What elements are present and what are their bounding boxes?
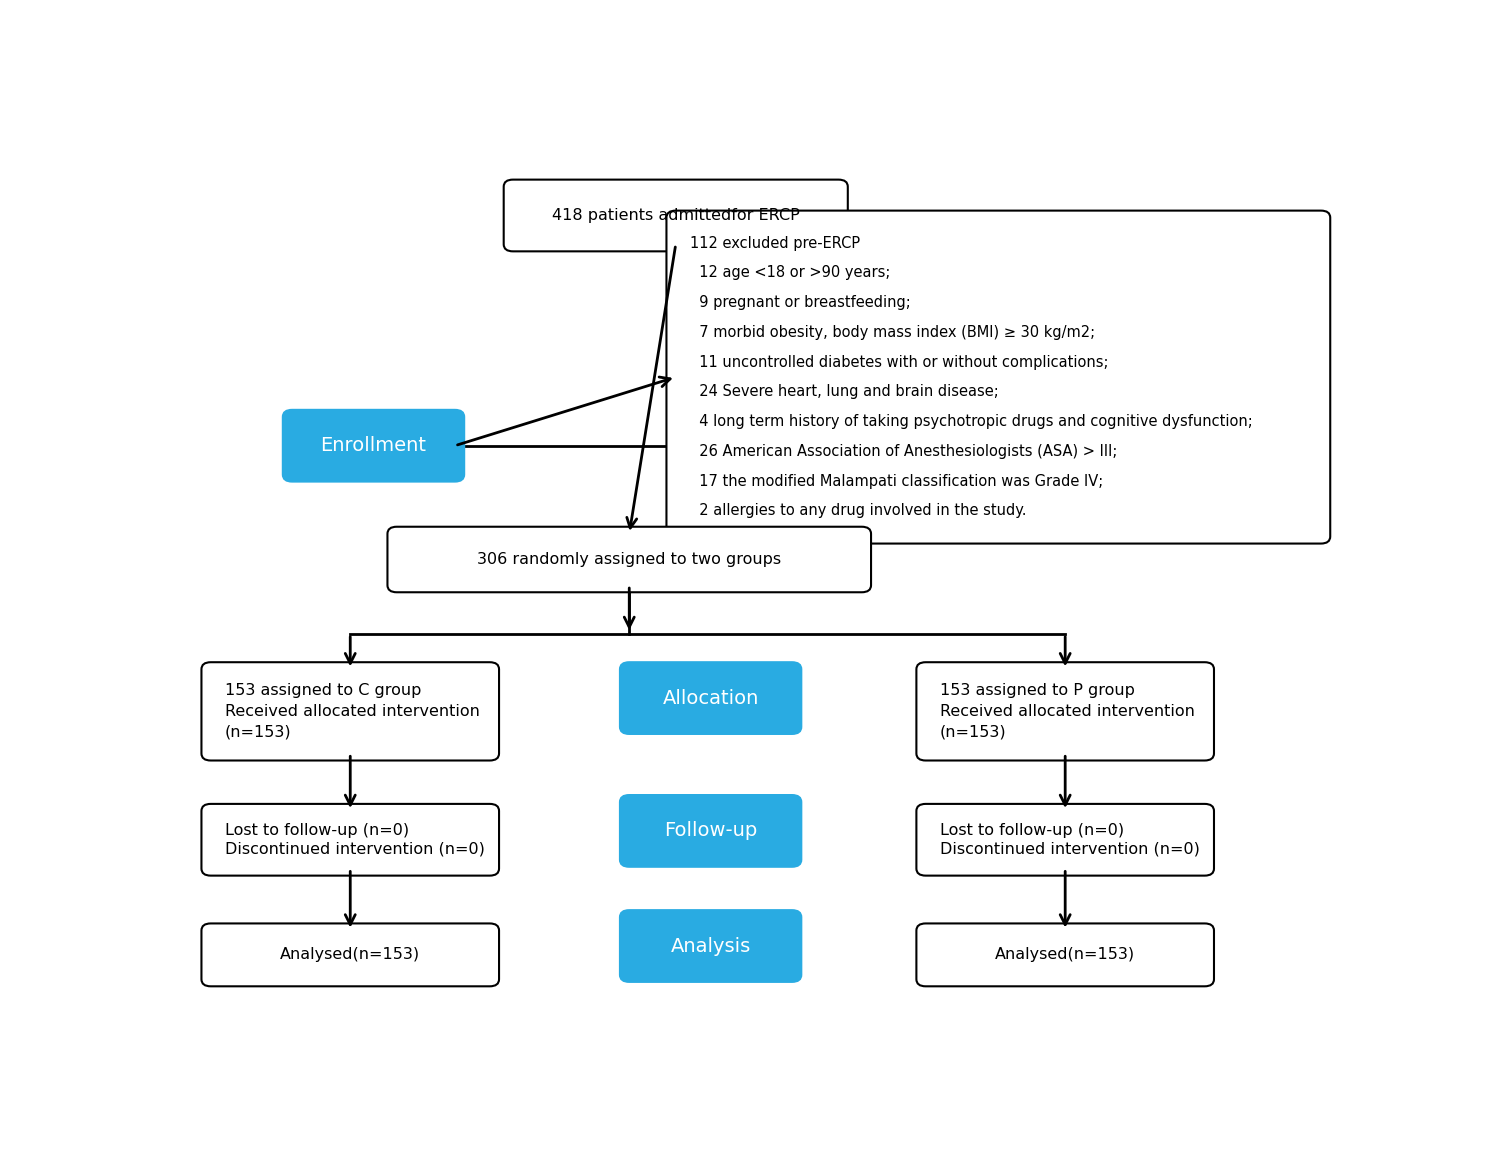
Text: 24 Severe heart, lung and brain disease;: 24 Severe heart, lung and brain disease; bbox=[690, 384, 999, 399]
Text: 11 uncontrolled diabetes with or without complications;: 11 uncontrolled diabetes with or without… bbox=[690, 354, 1108, 369]
FancyBboxPatch shape bbox=[201, 662, 500, 760]
Text: Discontinued intervention (n=0): Discontinued intervention (n=0) bbox=[225, 842, 484, 857]
Text: Received allocated intervention: Received allocated intervention bbox=[225, 704, 480, 719]
FancyBboxPatch shape bbox=[504, 179, 848, 252]
FancyBboxPatch shape bbox=[666, 210, 1330, 544]
FancyBboxPatch shape bbox=[916, 662, 1214, 760]
Text: Analysis: Analysis bbox=[670, 936, 750, 956]
Text: Lost to follow-up (n=0): Lost to follow-up (n=0) bbox=[939, 823, 1124, 838]
Text: Discontinued intervention (n=0): Discontinued intervention (n=0) bbox=[939, 842, 1200, 857]
Text: Received allocated intervention: Received allocated intervention bbox=[939, 704, 1194, 719]
Text: (n=153): (n=153) bbox=[939, 724, 1006, 739]
FancyBboxPatch shape bbox=[916, 804, 1214, 875]
FancyBboxPatch shape bbox=[284, 409, 464, 482]
Text: Analysed(n=153): Analysed(n=153) bbox=[994, 948, 1136, 963]
Text: 9 pregnant or breastfeeding;: 9 pregnant or breastfeeding; bbox=[690, 296, 910, 310]
Text: Lost to follow-up (n=0): Lost to follow-up (n=0) bbox=[225, 823, 410, 838]
FancyBboxPatch shape bbox=[201, 923, 500, 987]
Text: Analysed(n=153): Analysed(n=153) bbox=[280, 948, 420, 963]
FancyBboxPatch shape bbox=[620, 795, 801, 867]
Text: Enrollment: Enrollment bbox=[321, 436, 426, 455]
FancyBboxPatch shape bbox=[387, 527, 872, 592]
Text: Follow-up: Follow-up bbox=[664, 821, 758, 841]
Text: 112 excluded pre-ERCP: 112 excluded pre-ERCP bbox=[690, 236, 859, 251]
FancyBboxPatch shape bbox=[620, 662, 801, 734]
Text: 2 allergies to any drug involved in the study.: 2 allergies to any drug involved in the … bbox=[690, 504, 1026, 519]
Text: 306 randomly assigned to two groups: 306 randomly assigned to two groups bbox=[477, 552, 782, 567]
FancyBboxPatch shape bbox=[620, 910, 801, 982]
Text: 26 American Association of Anesthesiologists (ASA) > III;: 26 American Association of Anesthesiolog… bbox=[690, 444, 1118, 459]
Text: Allocation: Allocation bbox=[663, 689, 759, 707]
FancyBboxPatch shape bbox=[916, 923, 1214, 987]
FancyBboxPatch shape bbox=[201, 804, 500, 875]
Text: 418 patients admittedfor ERCP: 418 patients admittedfor ERCP bbox=[552, 208, 800, 223]
Text: (n=153): (n=153) bbox=[225, 724, 291, 739]
Text: 153 assigned to C group: 153 assigned to C group bbox=[225, 683, 422, 698]
Text: 153 assigned to P group: 153 assigned to P group bbox=[939, 683, 1134, 698]
Text: 7 morbid obesity, body mass index (BMI) ≥ 30 kg/m2;: 7 morbid obesity, body mass index (BMI) … bbox=[690, 325, 1095, 340]
Text: 4 long term history of taking psychotropic drugs and cognitive dysfunction;: 4 long term history of taking psychotrop… bbox=[690, 414, 1252, 429]
Text: 17 the modified Malampati classification was Grade IV;: 17 the modified Malampati classification… bbox=[690, 474, 1102, 489]
Text: 12 age <18 or >90 years;: 12 age <18 or >90 years; bbox=[690, 266, 889, 281]
